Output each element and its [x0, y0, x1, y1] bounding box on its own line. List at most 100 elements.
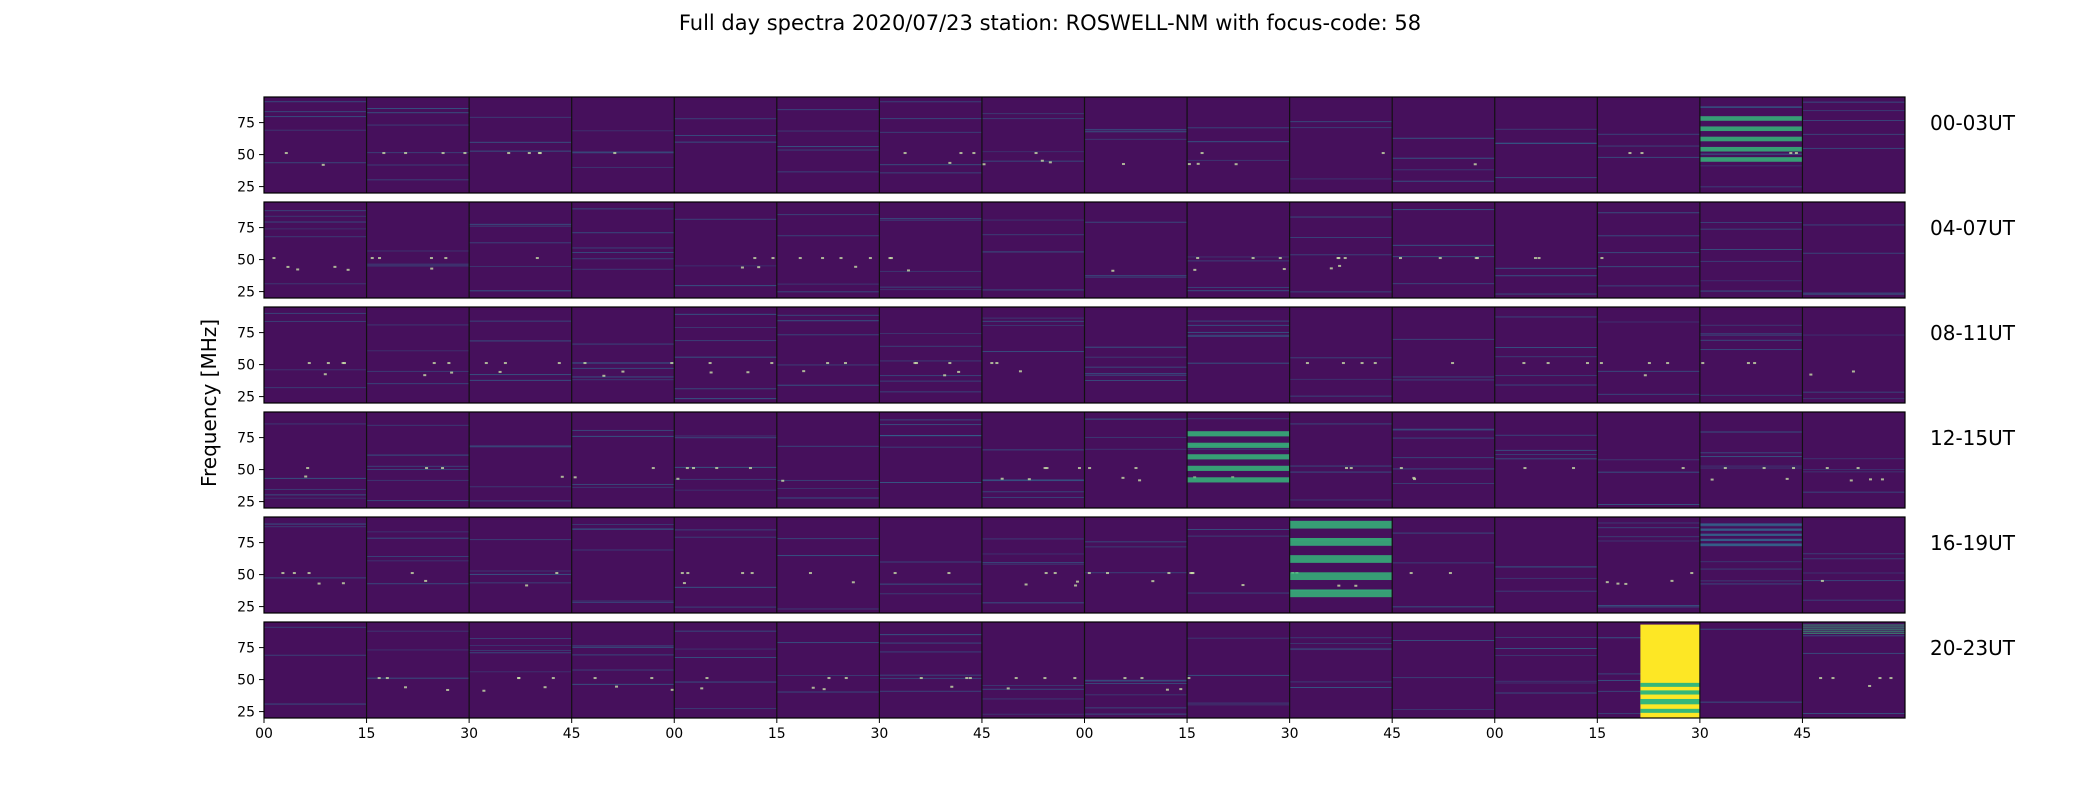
- interference-line: [1494, 692, 1598, 694]
- signal-dot: [557, 362, 561, 365]
- interference-line: [1699, 525, 1803, 527]
- signal-dot: [1077, 467, 1081, 470]
- interference-line: [674, 340, 777, 342]
- interference-line: [1597, 540, 1700, 542]
- signal-dot: [965, 677, 969, 680]
- signal-dot: [463, 152, 467, 155]
- interference-line: [1289, 499, 1393, 501]
- signal-dot: [1087, 572, 1091, 575]
- interference-line: [1084, 276, 1188, 278]
- interference-line: [879, 218, 982, 220]
- signal-dot: [1024, 583, 1028, 586]
- interference-line: [1289, 423, 1393, 425]
- y-tick-label: 75: [237, 431, 255, 447]
- signal-dot: [573, 476, 577, 479]
- interference-line: [571, 528, 675, 530]
- interference-line: [776, 283, 880, 285]
- interference-line: [1392, 640, 1495, 642]
- interference-line: [1392, 256, 1495, 258]
- interference-line: [1084, 379, 1188, 381]
- interference-line: [1289, 649, 1393, 651]
- interference-line: [674, 141, 777, 143]
- burst-band: [1289, 589, 1393, 598]
- interference-line: [879, 286, 982, 288]
- signal-dot: [746, 371, 750, 374]
- interference-line: [1187, 290, 1290, 292]
- signal-dot: [1053, 572, 1057, 575]
- interference-line: [981, 251, 1085, 253]
- signal-dot: [1251, 257, 1255, 260]
- signal-dot: [543, 686, 547, 689]
- interference-line: [1597, 285, 1700, 287]
- signal-dot: [808, 572, 812, 575]
- signal-dot: [700, 687, 704, 690]
- signal-dot: [851, 581, 855, 584]
- spectra-row: 25 50 75 04-07UT: [237, 201, 2016, 301]
- interference-line: [776, 109, 880, 111]
- signal-dot: [1282, 268, 1286, 271]
- interference-line: [1187, 528, 1290, 530]
- signal-dot: [1043, 467, 1047, 470]
- signal-dot: [1187, 677, 1191, 680]
- interference-line: [879, 583, 982, 585]
- chart-title: Full day spectra 2020/07/23 station: ROS…: [678, 11, 1422, 35]
- interference-line: [571, 646, 675, 648]
- interference-line: [776, 538, 880, 540]
- interference-line: [981, 563, 1085, 565]
- interference-line: [571, 600, 675, 602]
- interference-line: [366, 677, 470, 679]
- signal-dot: [943, 374, 947, 377]
- signal-dot: [1825, 467, 1829, 470]
- interference-line: [264, 523, 367, 525]
- interference-line: [366, 531, 470, 533]
- burst-band: [1289, 572, 1393, 581]
- interference-line: [571, 429, 675, 431]
- signal-dot: [1134, 467, 1138, 470]
- interference-line: [879, 172, 982, 174]
- signal-dot: [1278, 257, 1282, 260]
- interference-line: [879, 391, 982, 393]
- interference-line: [674, 265, 777, 267]
- interference-line: [1597, 527, 1700, 529]
- signal-dot: [535, 257, 539, 260]
- signal-dot: [650, 677, 654, 680]
- signal-dot: [889, 257, 893, 260]
- burst-band: [1187, 431, 1290, 437]
- interference-line: [1597, 536, 1700, 538]
- row-content: [264, 520, 1905, 610]
- interference-line: [1699, 580, 1803, 582]
- interference-line: [1494, 680, 1598, 682]
- interference-line: [879, 690, 982, 692]
- interference-line: [674, 218, 777, 220]
- interference-line: [1187, 320, 1290, 322]
- signal-dot: [1196, 162, 1200, 165]
- signal-dot: [893, 572, 897, 575]
- row-label: 04-07UT: [1930, 216, 2016, 240]
- burst-band: [1640, 682, 1700, 687]
- interference-line: [1289, 465, 1393, 467]
- burst-band: [1802, 624, 1905, 626]
- signal-dot: [1605, 581, 1609, 584]
- interference-line: [1289, 395, 1393, 397]
- interference-line: [1699, 431, 1803, 433]
- interference-line: [1392, 379, 1495, 381]
- interference-line: [571, 683, 675, 685]
- interference-line: [1084, 707, 1188, 709]
- interference-line: [366, 479, 470, 481]
- signal-dot: [444, 257, 448, 260]
- signal-dot: [1789, 152, 1793, 155]
- signal-dot: [1336, 257, 1340, 260]
- signal-dot: [602, 374, 606, 377]
- interference-line: [1289, 127, 1393, 129]
- interference-line: [469, 116, 572, 118]
- interference-line: [264, 488, 367, 490]
- interference-line: [1802, 469, 1905, 471]
- interference-line: [1187, 448, 1290, 450]
- interference-line: [981, 449, 1085, 451]
- interference-line: [1187, 418, 1290, 420]
- signal-dot: [1701, 362, 1705, 365]
- signal-dot: [1165, 688, 1169, 691]
- interference-line: [1597, 522, 1700, 524]
- signal-dot: [1753, 362, 1757, 365]
- interference-line: [1802, 713, 1905, 715]
